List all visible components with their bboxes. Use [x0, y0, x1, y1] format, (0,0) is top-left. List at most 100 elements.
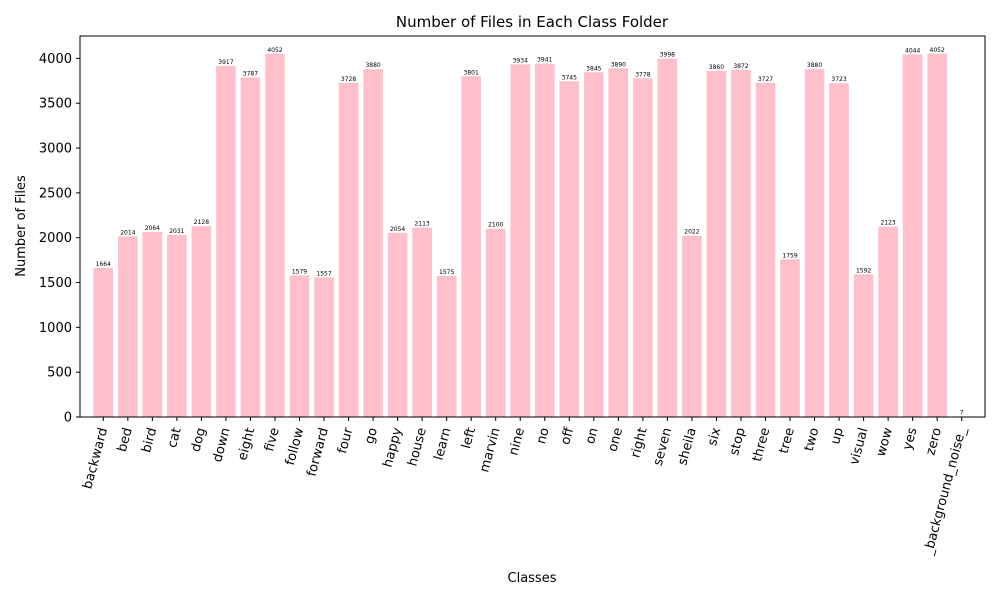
- bar-value-label: 2022: [684, 229, 699, 236]
- y-axis: 0 500 1000 1500 2000 2500 3000 3500 4000: [39, 52, 80, 426]
- bar-value-label: 3728: [341, 76, 356, 83]
- bar-on: [584, 72, 604, 417]
- bar-value-label: 1579: [292, 268, 307, 275]
- bar-value-label: 2064: [145, 225, 160, 232]
- bar-value-label: 2031: [169, 228, 184, 235]
- x-tick-label: left: [459, 426, 479, 450]
- bar-value-label: 3917: [218, 59, 233, 66]
- bar-go: [363, 69, 383, 418]
- y-tick-label: 0: [64, 411, 72, 426]
- bar-value-label: 2054: [390, 226, 405, 233]
- bar-value-label: 3998: [660, 52, 675, 59]
- bar-one: [608, 68, 629, 418]
- bar-eight: [240, 77, 261, 417]
- bar-bird: [142, 231, 163, 417]
- bar-stop: [731, 69, 751, 417]
- x-tick-label: bird: [139, 426, 160, 454]
- x-tick-label: sheila: [675, 426, 699, 467]
- bar-value-label: 3727: [758, 76, 773, 83]
- bar-backward: [93, 267, 114, 417]
- bar-value-label: 1575: [439, 269, 454, 276]
- bar-value-label: 3723: [831, 76, 846, 83]
- bar-down: [216, 65, 236, 417]
- bar-forward: [314, 277, 334, 417]
- x-tick-label: zero: [923, 426, 945, 457]
- bar-value-label: 3745: [562, 74, 577, 81]
- x-tick-label: tree: [777, 426, 798, 455]
- x-axis-label: Classes: [508, 571, 557, 586]
- bar-two: [804, 69, 825, 418]
- x-tick-label: eight: [235, 426, 258, 462]
- x-tick-label: forward: [305, 426, 332, 478]
- chart-title: Number of Files in Each Class Folder: [396, 13, 669, 31]
- bar-off: [559, 81, 580, 418]
- x-tick-label: visual: [847, 426, 871, 466]
- bar-visual: [853, 274, 874, 417]
- x-tick-label: down: [210, 426, 234, 464]
- plot-frame: [79, 35, 986, 418]
- bar-value-label: 3787: [243, 71, 258, 78]
- bar-no: [534, 63, 555, 417]
- bar-seven: [657, 58, 678, 418]
- y-tick-label: 2000: [39, 231, 72, 246]
- bar-value-label: 3801: [464, 69, 479, 76]
- bar-value-label: 1557: [316, 270, 331, 277]
- x-tick-label: stop: [727, 426, 749, 457]
- x-tick-label: seven: [651, 426, 676, 467]
- y-axis-label: Number of Files: [14, 175, 29, 277]
- x-tick-label: six: [705, 426, 724, 448]
- x-tick-label: nine: [506, 426, 528, 457]
- bar-wow: [878, 226, 898, 417]
- x-tick-label: learn: [432, 426, 455, 462]
- bar-value-label: 3778: [635, 71, 650, 78]
- x-tick-label: cat: [165, 426, 185, 449]
- bar-six: [706, 70, 727, 418]
- bar-right: [633, 78, 653, 417]
- x-axis: backward bed bird cat dog down eight five follow…: [80, 417, 970, 558]
- bar-cat: [167, 234, 187, 417]
- bar-value-label: 1664: [96, 261, 111, 268]
- x-tick-label: go: [362, 426, 381, 446]
- x-tick-label: two: [802, 426, 823, 453]
- x-tick-label: right: [628, 426, 650, 459]
- x-tick-label: dog: [188, 426, 209, 454]
- bar-value-label: 3860: [709, 64, 724, 71]
- bar-tree: [780, 259, 800, 417]
- bar-nine: [510, 64, 531, 417]
- bar-value-label: 7: [960, 409, 964, 416]
- bar-value-label: 2113: [414, 221, 429, 228]
- x-tick-label: backward: [80, 426, 111, 491]
- bar-four: [338, 82, 359, 418]
- bar-value-label: 3890: [611, 61, 626, 68]
- bar-happy: [387, 232, 408, 417]
- x-tick-label: house: [405, 426, 430, 468]
- bar-sheila: [682, 235, 702, 417]
- x-tick-label: off: [558, 425, 577, 446]
- x-tick-label: four: [335, 426, 356, 456]
- x-tick-label: no: [534, 426, 553, 446]
- y-tick-label: 4000: [39, 52, 72, 67]
- bar-learn: [436, 275, 457, 417]
- x-tick-label: yes: [900, 426, 920, 452]
- bar-value-label: 3845: [586, 65, 601, 72]
- bar-value-label: 2123: [880, 220, 895, 227]
- x-tick-label: follow: [283, 426, 308, 467]
- y-tick-label: 1000: [39, 321, 72, 336]
- bar-marvin: [485, 228, 506, 417]
- bar-dog: [191, 226, 212, 417]
- bar-value-label: 2128: [194, 219, 209, 226]
- bar-value-label: 1759: [782, 252, 797, 259]
- y-tick-label: 1500: [39, 276, 72, 291]
- x-tick-label: one: [605, 426, 626, 453]
- x-tick-label: on: [583, 426, 602, 446]
- bar-value-label: 2100: [488, 222, 503, 229]
- y-tick-label: 3000: [39, 142, 72, 157]
- bars-group: 1664 2014 2064 2031 2128 3917 3787 4052 1579 1557…: [93, 47, 972, 418]
- x-tick-label: wow: [874, 426, 896, 458]
- bar-yes: [902, 54, 923, 417]
- bar-bed: [118, 236, 138, 417]
- bar-value-label: 3872: [733, 63, 748, 70]
- x-tick-label: bed: [115, 426, 136, 454]
- bar-value-label: 4052: [267, 47, 282, 54]
